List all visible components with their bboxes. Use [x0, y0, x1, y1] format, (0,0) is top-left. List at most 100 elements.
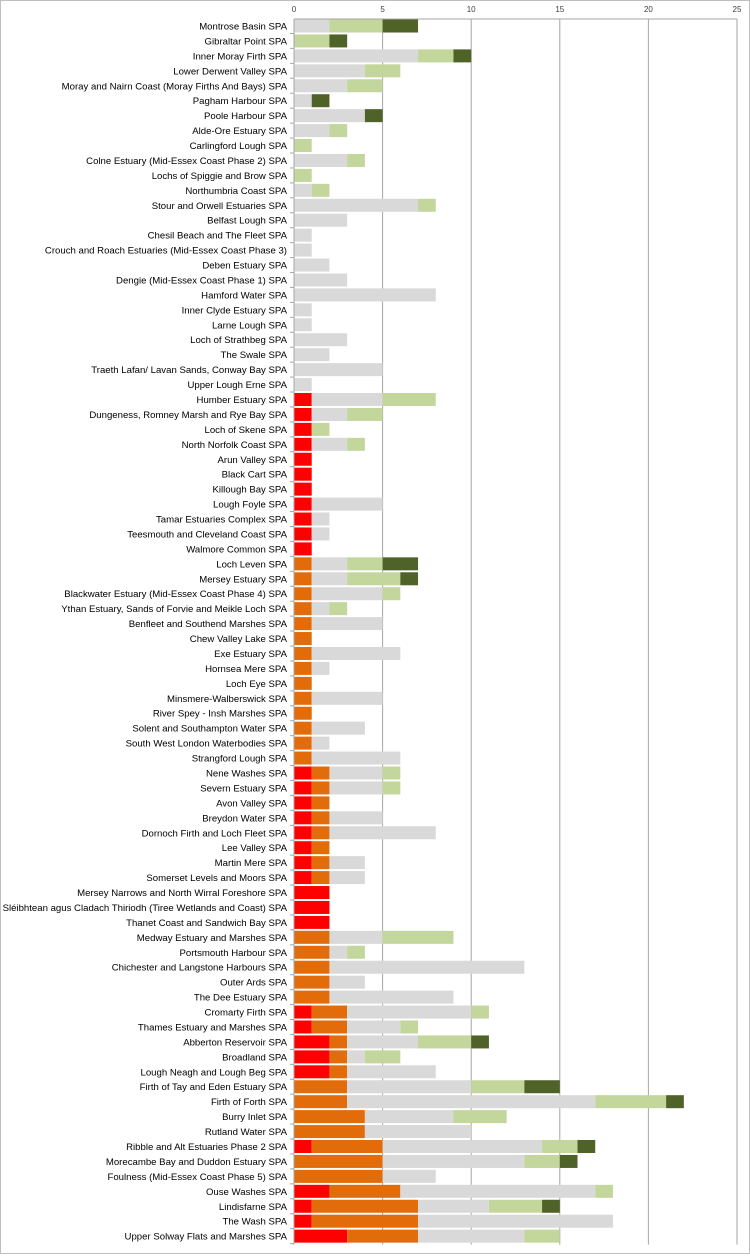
bar-segment-series-3: [311, 497, 383, 511]
bar-segment-series-4: [347, 437, 365, 451]
bar-segment-series-1: [294, 1229, 348, 1243]
category-label: Dungeness, Romney Marsh and Rye Bay SPA: [89, 410, 287, 421]
bar-segment-series-3: [294, 153, 348, 167]
category-label: Black Cart SPA: [222, 470, 288, 481]
category-label: Deben Estuary SPA: [202, 261, 287, 272]
category-label: Carlingford Lough SPA: [190, 141, 288, 152]
bar-segment-series-3: [294, 228, 312, 242]
bar-segment-series-1: [294, 811, 312, 825]
bar-segment-series-2: [294, 617, 312, 631]
bar-segment-series-3: [311, 602, 330, 616]
category-label: Burry Inlet SPA: [222, 1112, 287, 1123]
bar-segment-series-3: [294, 109, 365, 123]
bar-segment-series-4: [311, 422, 330, 436]
bar-segment-series-4: [347, 407, 383, 421]
bar-segment-series-1: [294, 1184, 330, 1198]
bar-segment-series-3: [329, 826, 436, 840]
bar-segment-series-3: [329, 930, 383, 944]
bar-segment-series-3: [294, 183, 312, 197]
bar-segment-series-2: [294, 736, 312, 750]
category-labels: Montrose Basin SPA Gibraltar Point SPA Inn…: [3, 22, 288, 1243]
category-label: Dengie (Mid-Essex Coast Phase 1) SPA: [116, 275, 288, 286]
category-label: Lough Neagh and Lough Beg SPA: [140, 1067, 287, 1078]
bar-segment-series-2: [294, 1080, 348, 1094]
bar-segment-series-3: [418, 1229, 525, 1243]
bar-segment-series-5: [329, 34, 348, 48]
category-label: Minsmere-Walberswick SPA: [167, 694, 288, 705]
category-label: Portsmouth Harbour SPA: [179, 948, 287, 959]
bar-segment-series-1: [294, 452, 312, 466]
x-tick-label: 5: [380, 5, 385, 14]
category-label: Ribble and Alt Estuaries Phase 2 SPA: [126, 1142, 287, 1153]
bar-segment-series-2: [294, 1154, 383, 1168]
category-label: Upper Solway Flats and Marshes SPA: [125, 1232, 288, 1243]
bar-segment-series-4: [382, 930, 454, 944]
bar-segment-series-2: [311, 841, 330, 855]
bar-segment-series-1: [294, 482, 312, 496]
bar-segment-series-4: [311, 183, 330, 197]
category-label: Montrose Basin SPA: [199, 22, 287, 33]
bar-segment-series-3: [418, 1199, 489, 1213]
bar-segment-series-2: [294, 721, 312, 735]
bar-segment-series-5: [311, 94, 330, 108]
bar-segment-series-5: [577, 1140, 596, 1153]
category-label: Lough Foyle SPA: [213, 500, 288, 511]
bar-segment-series-3: [311, 661, 330, 675]
category-label: The Wash SPA: [222, 1217, 287, 1228]
bar-segment-series-4: [347, 572, 401, 586]
bar-segment-series-3: [294, 79, 348, 93]
category-label: Broadland SPA: [222, 1052, 287, 1063]
bar-segment-series-3: [329, 975, 365, 989]
bar-segment-series-4: [382, 393, 436, 406]
bar-segment-series-2: [294, 1110, 365, 1124]
bar-segment-series-2: [311, 856, 330, 870]
bar-segment-series-3: [329, 945, 348, 959]
bar-segment-series-5: [542, 1199, 560, 1213]
bar-segment-series-1: [294, 886, 330, 900]
bar-segment-series-2: [294, 691, 312, 705]
bar-segment-series-3: [311, 527, 330, 541]
bar-segment-series-4: [294, 34, 330, 48]
bar-segment-series-2: [311, 1199, 419, 1213]
bar-segment-series-2: [294, 945, 330, 959]
bar-segment-series-3: [311, 407, 348, 421]
category-label: Inner Moray Firth SPA: [193, 51, 288, 62]
x-tick-label: 25: [733, 5, 742, 14]
bar-segment-series-4: [294, 139, 312, 153]
category-label: Poole Harbour SPA: [204, 111, 288, 122]
bar-segment-series-2: [294, 557, 312, 571]
bar-segment-series-3: [329, 766, 383, 780]
bar-segment-series-2: [294, 676, 312, 690]
bar-segment-series-3: [364, 1110, 454, 1124]
bar-segment-series-3: [294, 378, 312, 392]
bar-segment-series-3: [294, 243, 312, 257]
bar-segment-series-4: [542, 1140, 578, 1153]
bar-segment-series-4: [453, 1110, 507, 1124]
bars: [294, 19, 684, 1243]
bar-segment-series-4: [347, 945, 365, 959]
bar-segment-series-2: [294, 1095, 348, 1109]
bar-segment-series-3: [329, 960, 525, 974]
category-label: Alde-Ore Estuary SPA: [192, 126, 287, 137]
bar-segment-series-2: [294, 960, 330, 974]
bar-segment-series-3: [329, 871, 365, 885]
bar-segment-series-2: [294, 646, 312, 660]
bar-segment-series-5: [471, 1035, 489, 1049]
bar-segment-series-3: [311, 587, 383, 601]
category-label: Firth of Tay and Eden Estuary SPA: [140, 1082, 288, 1093]
bar-segment-series-2: [294, 975, 330, 989]
bar-segment-series-3: [294, 348, 330, 362]
category-label: River Spey - Insh Marshes SPA: [153, 709, 288, 720]
bar-segment-series-2: [294, 1125, 365, 1139]
category-label: Strangford Lough SPA: [192, 754, 288, 765]
bar-segment-series-2: [294, 572, 312, 586]
bar-segment-series-2: [347, 1229, 419, 1243]
bar-segment-series-1: [294, 1199, 312, 1213]
bar-segment-series-3: [329, 856, 365, 870]
category-label: Solent and Southampton Water SPA: [132, 724, 287, 735]
bar-segment-series-2: [311, 796, 330, 810]
category-label: Larne Lough SPA: [212, 320, 288, 331]
bar-segment-series-3: [294, 258, 330, 272]
category-label: Pagham Harbour SPA: [193, 96, 288, 107]
